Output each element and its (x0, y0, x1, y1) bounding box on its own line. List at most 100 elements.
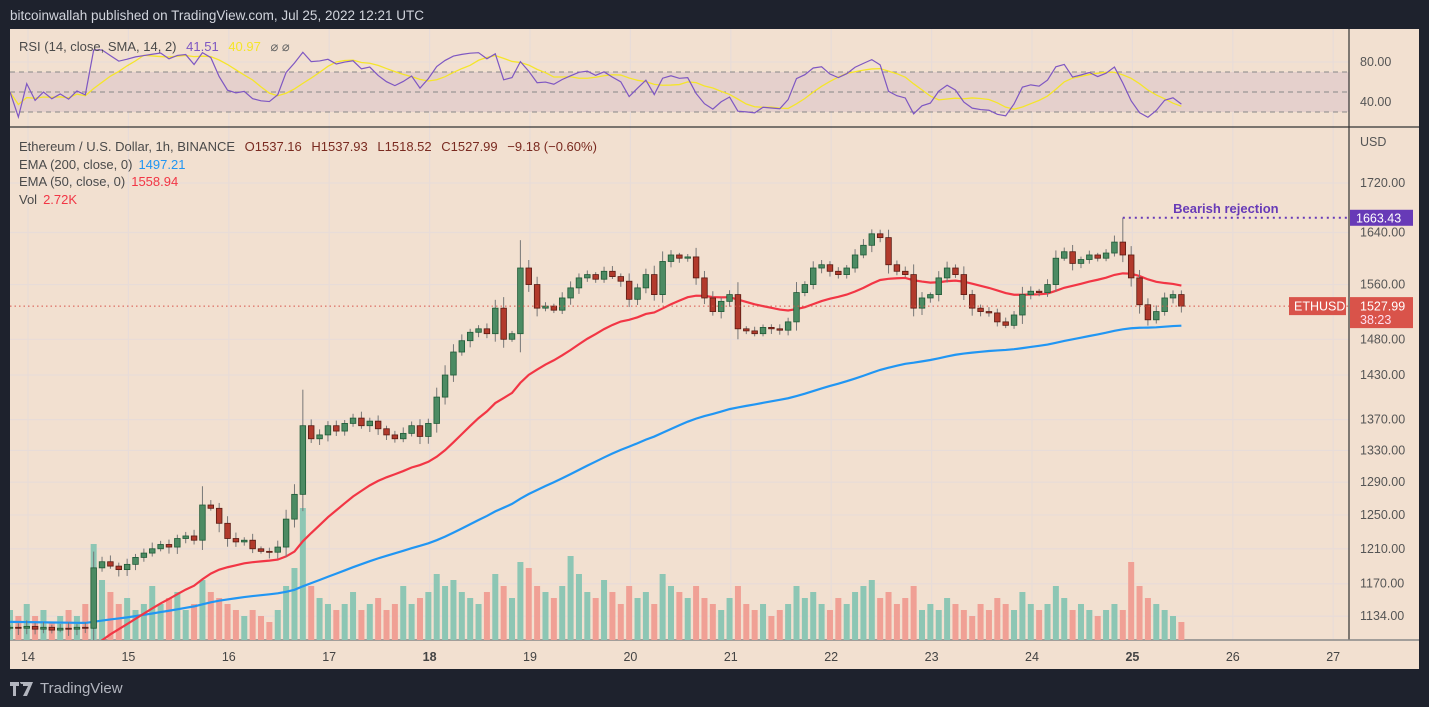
candle-down (48, 626, 56, 631)
volume-bar (852, 592, 859, 640)
volume-bar (893, 604, 900, 640)
time-tick-label: 25 (1125, 650, 1139, 664)
candle-down (65, 627, 72, 630)
volume-bar (575, 574, 582, 640)
volume-bar (818, 604, 825, 640)
symbol-label: Ethereum / U.S. Dollar, 1h, BINANCE (19, 139, 236, 154)
price-tick-label: 1330.00 (1360, 443, 1405, 457)
candle-up (1061, 251, 1068, 259)
volume-bar (366, 604, 373, 640)
volume-bar (994, 598, 1001, 640)
volume-bar (559, 586, 566, 640)
candle-up (810, 267, 817, 285)
candle-up (282, 518, 290, 548)
ohlc-high: H1537.93 (311, 139, 368, 154)
candle-up (943, 267, 951, 279)
candle-up (851, 254, 859, 269)
volume-bar (676, 592, 683, 640)
candle-down (333, 425, 340, 432)
volume-bar (977, 604, 984, 640)
volume-bar (952, 604, 959, 640)
volume-bar (793, 586, 800, 640)
rsi-sma-line (10, 54, 1182, 110)
volume-bar (617, 604, 624, 640)
candle-down (115, 565, 122, 571)
candle-down (751, 330, 758, 335)
volume-bar (509, 598, 516, 640)
volume-bar (517, 562, 524, 640)
vol-value: 2.72K (43, 191, 78, 207)
volume-bar (550, 598, 557, 640)
candle-down (525, 267, 532, 285)
volume-bar (609, 592, 616, 640)
volume-bar (450, 580, 457, 640)
candle-down (308, 425, 315, 440)
candle-up (634, 287, 641, 300)
volume-bar (99, 580, 106, 640)
candle-down (985, 311, 993, 314)
volume-bar (785, 604, 792, 640)
candle-down (215, 507, 223, 524)
volume-bar (124, 598, 131, 640)
price-tick-label: 1250.00 (1360, 508, 1405, 522)
candle-down (190, 535, 198, 541)
time-tick-label: 22 (824, 650, 838, 664)
volume-bar (734, 586, 741, 640)
time-tick-label: 15 (121, 650, 135, 664)
volume-bar (266, 622, 273, 640)
volume-bar (567, 556, 574, 640)
volume-bar (375, 598, 382, 640)
candle-up (784, 321, 792, 331)
volume-bar (1178, 622, 1185, 640)
candle-down (232, 538, 240, 543)
volume-bar (743, 604, 750, 640)
candle-up (73, 626, 81, 630)
ema50-value: 1558.94 (131, 174, 179, 189)
volume-bar (709, 604, 716, 640)
symbol-badge-text: ETHUSD (1294, 300, 1345, 314)
rsi-label: RSI (14, close, SMA, 14, 2) (19, 39, 177, 54)
candle-down (826, 264, 834, 272)
candle-up (157, 544, 164, 550)
countdown-text: 38:23 (1360, 313, 1391, 327)
volume-bar (534, 586, 541, 640)
volume-bar (642, 592, 649, 640)
candle-up (98, 561, 106, 569)
volume-bar (433, 574, 440, 640)
volume-bar (1011, 610, 1018, 640)
tradingview-brand[interactable]: TradingView (10, 680, 123, 697)
price-tick-label: 1170.00 (1360, 577, 1404, 591)
price-tick-label: 1480.00 (1360, 332, 1405, 346)
volume-bar (182, 610, 189, 640)
chart-container[interactable]: Bearish rejection 1720.00 1640.00 1560.00 14… (10, 29, 1419, 669)
volume-bar (810, 592, 817, 640)
volume-bar (358, 610, 365, 640)
volume-bar (416, 598, 423, 640)
price-tick-label: 1134.00 (1360, 609, 1404, 623)
candle-down (374, 420, 382, 430)
volume-bar (341, 604, 348, 640)
candle-down (550, 305, 558, 311)
rsi-hidden-icons[interactable]: ⌀ ⌀ (270, 39, 290, 54)
volume-bar (542, 592, 549, 640)
volume-bar (333, 610, 340, 640)
candle-up (475, 328, 482, 333)
price-tick-label: 1720.00 (1360, 176, 1405, 190)
candle-up (1169, 294, 1177, 299)
volume-bar (919, 610, 926, 640)
volume-bar (751, 610, 758, 640)
volume-bar (525, 568, 532, 640)
chart-canvas[interactable]: Bearish rejection1720.001640.001560.0014… (10, 29, 1419, 669)
ohlc-change: −9.18 (−0.60%) (507, 139, 597, 154)
candle-down (609, 270, 616, 277)
candle-up (935, 277, 942, 295)
candle-up (1086, 254, 1093, 260)
candle-up (1161, 297, 1168, 312)
candle-down (885, 237, 892, 266)
candle-up (918, 297, 926, 309)
volume-bar (174, 592, 181, 640)
candle-up (132, 557, 139, 565)
candle-up (458, 340, 466, 353)
volume-bar (232, 610, 239, 640)
volume-bar (843, 604, 850, 640)
